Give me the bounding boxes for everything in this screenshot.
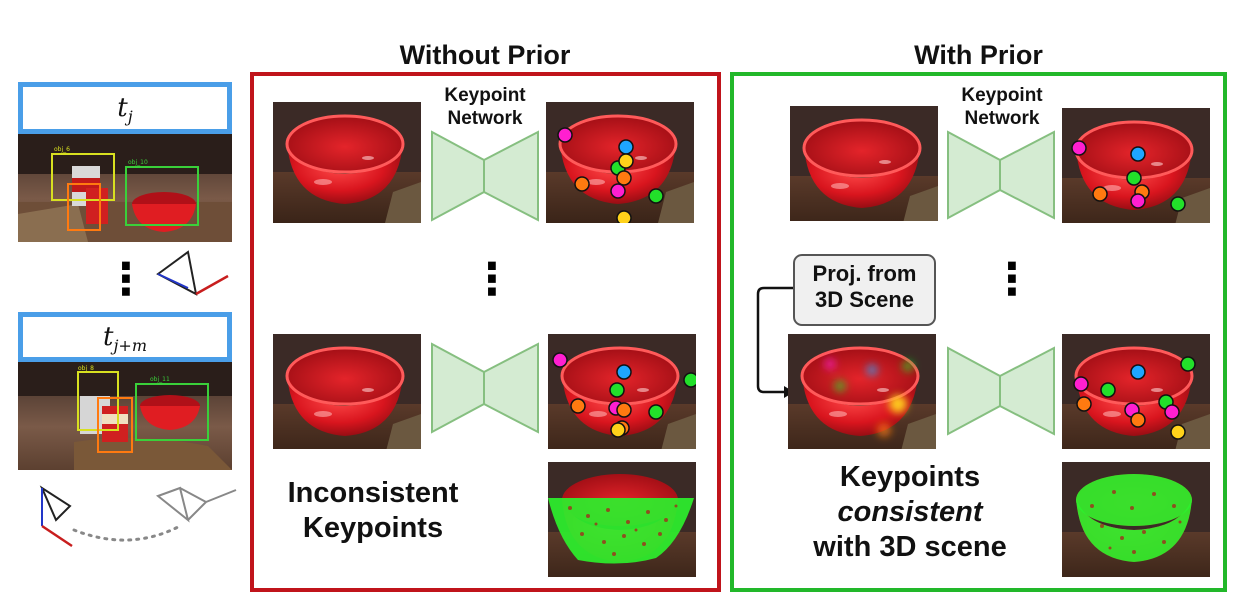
without-input-image-bottom	[273, 334, 421, 449]
keypoint-magenta	[1164, 404, 1180, 420]
without-keypoint-network-bottom	[431, 342, 539, 434]
without-network-label: Keypoint Network	[425, 84, 545, 130]
keypoint-magenta	[610, 183, 626, 199]
tag-obj-8: obj_8	[78, 365, 94, 372]
keypoint-orange	[616, 402, 632, 418]
without-output-image-bottom	[548, 334, 696, 449]
without-ellipsis: ⋮	[470, 255, 514, 304]
keypoint-green	[1100, 382, 1116, 398]
frame-tj-subscript: j	[127, 107, 133, 127]
inconsistent-keypoints-label: Inconsistent Keypoints	[268, 476, 478, 546]
with-network-label-line2: Network	[964, 108, 1040, 129]
tag-obj-11: obj_11	[150, 376, 170, 383]
frame-tjm-label-box: tj+m	[18, 312, 232, 362]
frame-tjm-var: t	[103, 322, 114, 352]
consistent-line2: consistent	[837, 496, 983, 528]
keypoint-magenta	[1071, 140, 1087, 156]
keypoint-green	[1126, 170, 1142, 186]
frame-tjm-image: obj_8 obj_11	[18, 362, 232, 470]
with-output-image-bottom	[1062, 334, 1210, 449]
keypoint-blue	[616, 364, 632, 380]
with-prior-title: With Prior	[914, 40, 1043, 70]
with-keypoint-network-top	[947, 130, 1055, 220]
keypoint-yellow	[616, 210, 632, 223]
with-ellipsis: ⋮	[990, 255, 1034, 304]
without-prior-title: Without Prior	[399, 40, 571, 70]
svg-text:obj_11: obj_11	[150, 376, 170, 383]
keypoint-orange	[1092, 186, 1108, 202]
inconsistent-line1: Inconsistent	[287, 477, 459, 509]
projection-from-3d-scene-box: Proj. from 3D Scene	[793, 254, 936, 326]
keypoint-magenta	[1073, 376, 1089, 392]
frame-tj-var: t	[117, 93, 128, 123]
keypoint-orange	[574, 176, 590, 192]
keypoint-blue	[1130, 146, 1146, 162]
without-network-label-line2: Network	[447, 108, 523, 129]
with-network-label-line1: Keypoint	[961, 85, 1043, 106]
without-prior-panel	[250, 72, 721, 592]
with-prior-panel	[730, 72, 1227, 592]
left-ellipsis: ⋮	[104, 255, 148, 304]
keypoint-orange	[1130, 412, 1146, 428]
with-input-image-top	[790, 106, 938, 221]
without-output-image-top	[546, 102, 694, 223]
keypoint-orange	[1076, 396, 1092, 412]
consistent-line1: Keypoints	[839, 461, 981, 493]
keypoint-green	[1180, 356, 1196, 372]
with-keypoint-network-bottom	[947, 346, 1055, 436]
with-mask-image	[1062, 462, 1210, 577]
with-input-image-projected	[788, 334, 936, 449]
keypoint-orange	[570, 398, 586, 414]
frame-tjm-subscript: j+m	[113, 336, 147, 356]
camera-icon-top	[156, 250, 229, 296]
keypoint-magenta	[557, 127, 573, 143]
frame-tj-label-box: tj	[18, 82, 232, 134]
consistent-line3: with 3D scene	[813, 531, 1007, 563]
svg-text:obj_10: obj_10	[128, 159, 148, 166]
keypoint-green	[648, 404, 664, 420]
keypoint-green	[609, 382, 625, 398]
with-output-image-top	[1062, 108, 1210, 223]
consistent-keypoints-label: Keypoints consistent with 3D scene	[790, 460, 1030, 565]
tag-obj-6: obj_6	[54, 146, 70, 153]
without-mask-image	[548, 462, 696, 577]
projection-line2: 3D Scene	[814, 287, 915, 312]
tag-obj-10: obj_10	[128, 159, 148, 166]
projection-line1: Proj. from	[812, 261, 917, 286]
keypoint-green	[648, 188, 664, 204]
keypoint-yellow	[610, 422, 626, 438]
keypoint-green	[1170, 196, 1186, 212]
without-input-image-top	[273, 102, 421, 223]
without-keypoint-network-top	[431, 130, 539, 222]
keypoint-yellow	[618, 153, 634, 169]
without-network-label-line1: Keypoint	[444, 85, 526, 106]
frame-tj-image: obj_6 obj_10	[18, 134, 232, 242]
keypoint-blue	[618, 139, 634, 155]
keypoint-magenta	[552, 352, 568, 368]
keypoint-magenta	[1130, 193, 1146, 209]
with-network-label: Keypoint Network	[942, 84, 1062, 130]
inconsistent-line2: Keypoints	[302, 512, 444, 544]
svg-text:obj_6: obj_6	[54, 146, 70, 153]
keypoint-green	[683, 372, 696, 388]
keypoint-orange	[616, 170, 632, 186]
keypoint-yellow	[1170, 424, 1186, 440]
svg-text:obj_8: obj_8	[78, 365, 94, 372]
keypoint-blue	[1130, 364, 1146, 380]
camera-trajectory	[39, 485, 237, 548]
